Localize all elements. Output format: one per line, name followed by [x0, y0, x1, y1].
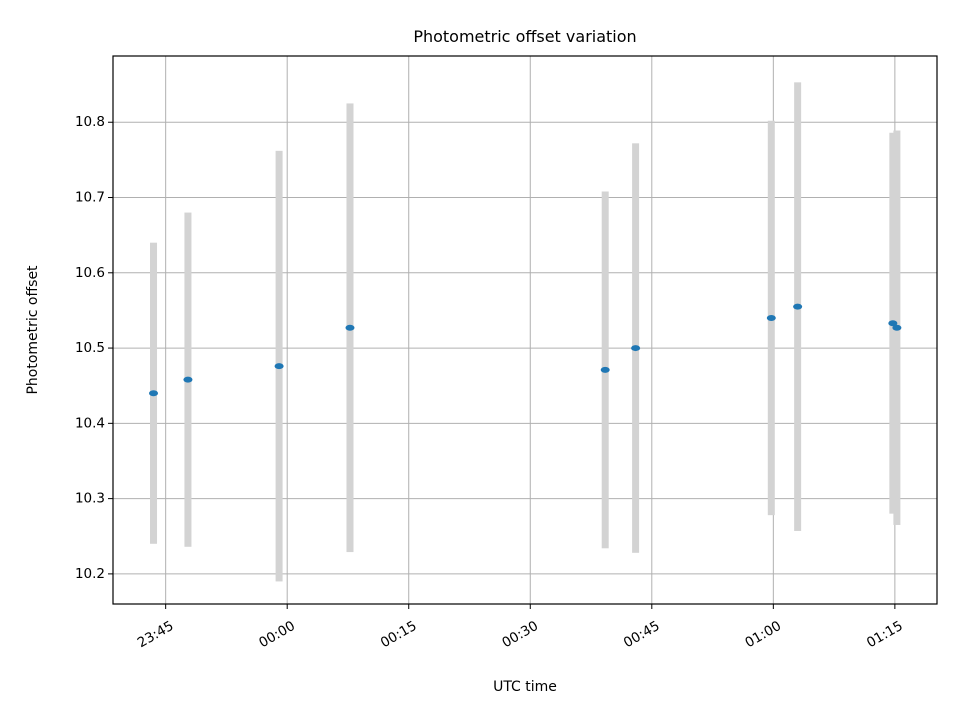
y-tick-label: 10.6: [75, 265, 105, 281]
axis-ticks: 23:45 00:00 00:15 00:30 00:45 01:00 01:1510.21…: [75, 114, 906, 651]
y-tick-label: 10.2: [75, 566, 105, 582]
y-tick-label: 10.5: [75, 340, 105, 356]
plot-area-frame: [112, 55, 938, 605]
y-tick-label: 10.3: [75, 491, 105, 507]
y-axis-label: Photometric offset: [25, 265, 41, 395]
x-axis-label: UTC time: [493, 679, 557, 695]
y-tick-label: 10.8: [75, 114, 105, 130]
data-point: [274, 363, 284, 370]
data-point: [888, 320, 898, 327]
chart-title: Photometric offset variation: [413, 27, 636, 46]
data-point: [631, 345, 641, 352]
data-point: [766, 314, 776, 321]
data-point: [183, 376, 193, 383]
y-tick-label: 10.4: [75, 415, 105, 431]
data-point: [892, 324, 902, 331]
data-points: [149, 303, 902, 397]
data-point: [345, 324, 355, 331]
y-tick-label: 10.7: [75, 190, 105, 206]
data-point: [600, 366, 610, 373]
data-point: [793, 303, 803, 310]
data-point: [149, 390, 159, 397]
